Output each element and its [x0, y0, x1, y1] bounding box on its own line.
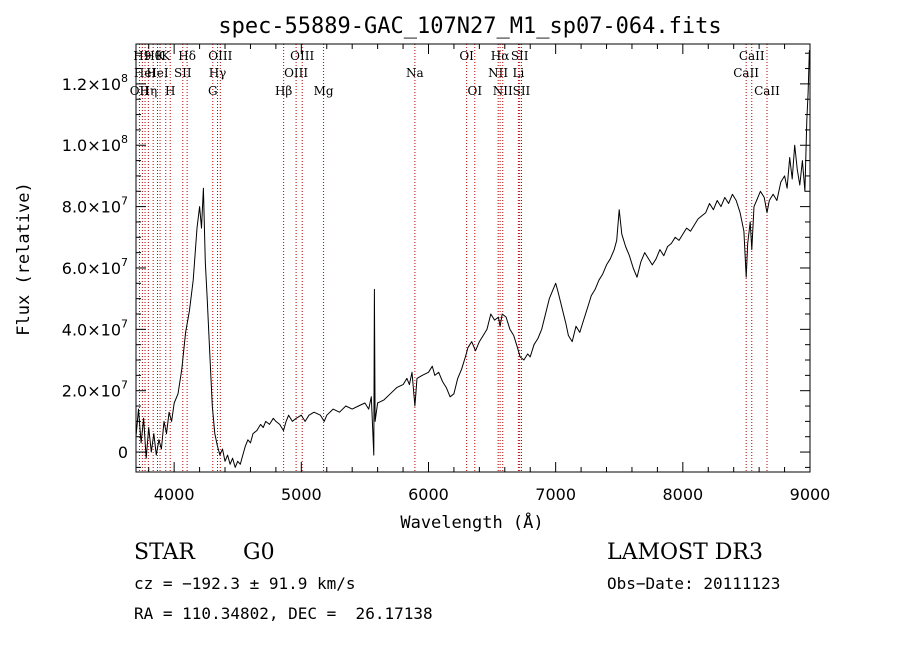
x-tick-label: 7000 — [535, 485, 576, 504]
spectral-line-label: OII — [130, 84, 150, 98]
chart-title: spec-55889-GAC_107N27_M1_sp07-064.fits — [218, 14, 721, 39]
sky-coordinates: RA = 110.34802, DEC = 26.17138 — [134, 604, 433, 623]
spectral-line-label: HeI — [146, 66, 169, 80]
spectral-line-label: Hδ — [178, 49, 196, 63]
survey-name: LAMOST DR3 — [607, 540, 763, 565]
spectral-line-label: OIII — [208, 49, 232, 63]
y-tick-label: 1.0×108 — [62, 133, 128, 155]
y-axis-ticks: 0 2.0×107 4.0×107 6.0×107 8.0×107 1.0×108 1.2×… — [62, 52, 810, 468]
x-tick-label: 5000 — [281, 485, 322, 504]
spectral-line-label: Hβ — [275, 84, 292, 98]
spectral-line-label: SII — [174, 66, 192, 80]
spectral-line-label: Mg — [314, 84, 334, 98]
spectral-line-labels: OII H9 HeI Hη Hθ HeI KK H SII Hδ G Hγ OIII Hβ OIII OIII… — [130, 49, 780, 98]
spectral-line-label: NII — [493, 84, 513, 98]
y-axis-label: Flux (relative) — [14, 182, 34, 336]
spectral-line-label: K — [161, 49, 171, 63]
spectral-line-label: Hα — [491, 49, 510, 63]
x-tick-label: 8000 — [662, 485, 703, 504]
y-tick-label: 4.0×107 — [62, 317, 128, 339]
object-class: STAR — [134, 540, 195, 565]
spectral-line-label: K — [156, 49, 166, 63]
object-subclass: G0 — [243, 540, 275, 565]
spectral-line-label: CaII — [739, 49, 765, 63]
spectral-line-label: HeI — [134, 66, 157, 80]
plot-frame — [135, 43, 811, 473]
spectral-line-label: NII — [488, 66, 508, 80]
spectral-line-label: Na — [406, 66, 424, 80]
spectral-line-label: G — [208, 84, 218, 98]
spectral-line-label: OIII — [284, 66, 308, 80]
spectral-line-label: CaII — [754, 84, 780, 98]
spectral-line-label: H9 — [133, 49, 151, 63]
y-tick-label: 0 — [118, 443, 128, 462]
x-tick-label: 6000 — [408, 485, 449, 504]
spectral-line-label: H — [165, 84, 175, 98]
spectral-line-label: Hγ — [209, 66, 227, 80]
spectral-line-label: Hη — [140, 84, 158, 98]
spectral-line-label: Li — [512, 66, 524, 80]
spectral-line-label: SII — [511, 49, 529, 63]
spectral-line-label: CaII — [733, 66, 759, 80]
spectrum-series-line — [135, 50, 810, 468]
y-tick-label: 1.2×108 — [62, 72, 128, 94]
y-tick-label: 8.0×107 — [62, 195, 128, 217]
spectral-line-markers — [138, 44, 768, 472]
redshift-velocity: cz = −192.3 ± 91.9 km/s — [134, 574, 356, 593]
x-axis-ticks: 4000 5000 6000 7000 8000 9000 — [148, 44, 831, 504]
y-tick-label: 6.0×107 — [62, 256, 128, 278]
x-tick-label: 9000 — [790, 485, 831, 504]
spectral-line-label: SII — [513, 84, 531, 98]
spectral-line-label: Hθ — [144, 49, 162, 63]
y-tick-label: 2.0×107 — [62, 379, 128, 401]
spectral-line-label: OIII — [290, 49, 314, 63]
observation-date: Obs−Date: 20111123 — [607, 574, 781, 593]
x-axis-label: Wavelength (Å) — [400, 511, 543, 533]
x-tick-label: 4000 — [154, 485, 195, 504]
spectral-line-label: OI — [459, 49, 474, 63]
spectral-line-label: OI — [467, 84, 482, 98]
